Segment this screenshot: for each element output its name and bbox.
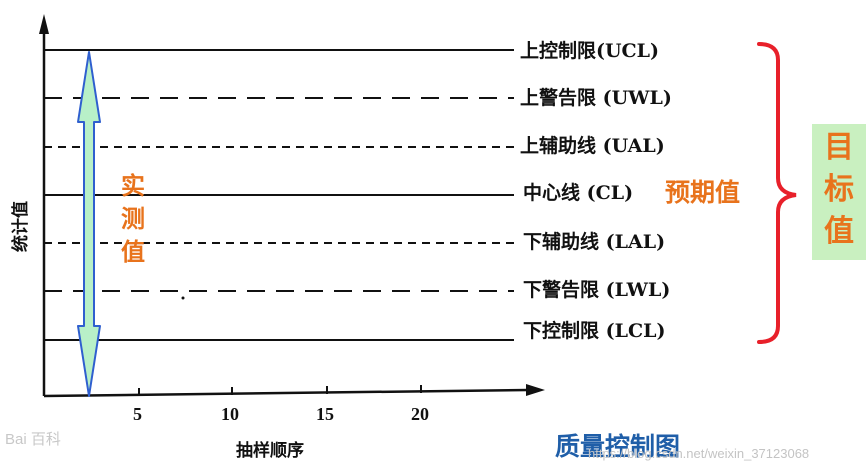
uwl-label: 上警告限 (UWL): [520, 86, 672, 109]
x-axis: [43, 388, 529, 398]
y-axis-arrowhead: [39, 14, 49, 34]
marker-dot: [181, 296, 185, 300]
target-range-bracket: [757, 42, 797, 344]
target-value-box: [812, 124, 866, 260]
measured-value-label-char: 测: [121, 205, 145, 233]
lcl-label: 下控制限 (LCL): [523, 319, 665, 342]
expected-value-label: 预期值: [665, 178, 740, 207]
x-tick-label: 10: [221, 404, 239, 424]
x-tick-label: 20: [411, 404, 429, 424]
baike-watermark: Bai 百科: [5, 431, 61, 448]
measured-value-label-char: 值: [121, 238, 145, 266]
cl-label: 中心线 (CL): [523, 181, 633, 204]
csdn-watermark: https://blog.csdn.net/weixin_37123068: [588, 446, 810, 461]
x-axis-title: 抽样顺序: [236, 440, 304, 461]
y-axis-title: 统计值: [10, 201, 31, 252]
x-tick-label: 15: [316, 404, 334, 424]
ual-label: 上辅助线 (UAL): [520, 134, 665, 157]
ucl-label: 上控制限(UCL): [520, 39, 659, 62]
diagram-title: 质量控制图: [555, 432, 681, 461]
target-value-label: 目 标 值: [824, 130, 854, 249]
lal-label: 下辅助线 (LAL): [523, 230, 665, 253]
measured-range-arrow: [77, 51, 101, 397]
x-axis-arrowhead: [526, 384, 545, 396]
lwl-label: 下警告限 (LWL): [523, 278, 670, 301]
x-tick-label: 5: [133, 404, 142, 424]
measured-value-label-char: 实: [121, 172, 145, 200]
